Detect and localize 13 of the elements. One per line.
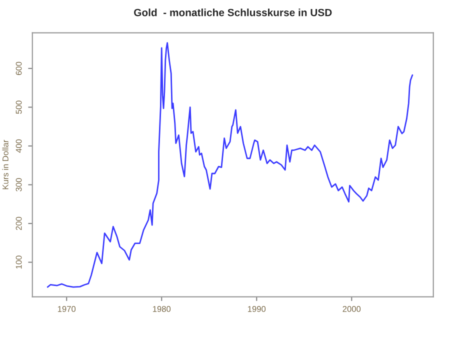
chart-title: Gold - monatliche Schlusskurse in USD (134, 8, 332, 16)
x-tick-label: 1990 (248, 306, 266, 312)
x-tick-label: 1970 (58, 306, 76, 312)
y-tick-label: 300 (16, 178, 22, 192)
y-tick-label: 100 (16, 256, 22, 269)
y-tick-label: 600 (16, 62, 22, 75)
y-tick-label: 200 (16, 216, 22, 230)
x-tick-label: 1980 (152, 306, 171, 312)
y-axis-title: Kurs in Dollar (2, 140, 8, 190)
y-tick-label: 400 (16, 139, 22, 153)
line-series (46, 42, 414, 288)
x-tick-label: 2000 (342, 306, 361, 312)
y-tick-label: 500 (16, 100, 22, 114)
